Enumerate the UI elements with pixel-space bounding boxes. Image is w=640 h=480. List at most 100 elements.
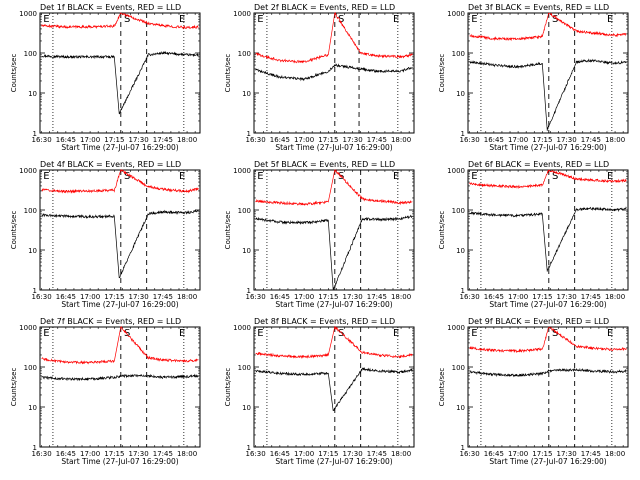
marker-label-e: E	[179, 328, 185, 339]
y-axis-label: Counts/sec	[224, 211, 232, 250]
plot-frame	[467, 169, 629, 291]
y-tick-label: 10	[242, 247, 251, 255]
marker-label-e: E	[179, 14, 185, 25]
marker-label-e: E	[257, 171, 263, 182]
x-tick-label: 17:30	[556, 450, 576, 458]
marker-label-e: E	[607, 328, 613, 339]
marker-label-e: E	[393, 171, 399, 182]
y-tick-label: 100	[24, 207, 37, 215]
y-tick-label: 100	[238, 364, 251, 372]
y-axis-label: Counts/sec	[10, 211, 18, 250]
y-tick-label: 1	[33, 287, 37, 295]
series-line-events	[255, 366, 413, 412]
x-axis: 16:30 16:45 17:00 17:15 17:30 17:45 18:00	[460, 327, 625, 458]
marker-label-e: E	[607, 171, 613, 182]
panel-title: Det 7f BLACK = Events, RED = LLD	[40, 317, 181, 326]
y-tick-label: 1	[247, 287, 251, 295]
y-tick-label: 1000	[19, 324, 37, 332]
x-tick-label: 18:00	[391, 450, 411, 458]
marker-label-e: E	[257, 328, 263, 339]
y-tick-label: 10	[28, 404, 37, 412]
x-tick-label: 17:30	[342, 450, 362, 458]
series-line-lld	[41, 326, 199, 365]
x-tick-label: 17:45	[153, 293, 173, 301]
x-axis: 16:30 16:45 17:00 17:15 17:30 17:45 18:00	[460, 170, 625, 301]
panel-title: Det 3f BLACK = Events, RED = LLD	[468, 3, 609, 12]
x-tick-label: 16:45	[56, 136, 76, 144]
x-tick-label: 16:45	[56, 450, 76, 458]
y-tick-label: 1000	[233, 167, 251, 175]
x-tick-label: 17:15	[104, 136, 124, 144]
x-axis-label: Start Time (27-Jul-07 16:29:00)	[275, 457, 392, 466]
y-tick-label: 1000	[447, 10, 465, 18]
y-tick-label: 10	[242, 404, 251, 412]
x-tick-label: 17:00	[80, 293, 100, 301]
series-line-events	[469, 206, 627, 272]
x-tick-label: 17:45	[581, 450, 601, 458]
x-tick-label: 17:00	[508, 293, 528, 301]
x-tick-label: 17:30	[128, 450, 148, 458]
y-tick-label: 1000	[233, 324, 251, 332]
x-tick-label: 17:00	[508, 450, 528, 458]
x-tick-label: 18:00	[605, 136, 625, 144]
x-tick-label: 16:45	[270, 136, 290, 144]
marker-label-s: S	[124, 328, 130, 339]
marker-label-s: S	[552, 14, 558, 25]
marker-label-e: E	[43, 14, 49, 25]
marker-label-e: E	[393, 328, 399, 339]
y-tick-label: 10	[242, 90, 251, 98]
x-tick-label: 17:15	[532, 450, 552, 458]
y-axis: 1 10 100 1000	[19, 167, 200, 295]
x-axis-label: Start Time (27-Jul-07 16:29:00)	[489, 457, 606, 466]
series-line-lld	[41, 169, 199, 194]
series-line-events	[41, 373, 199, 382]
x-tick-label: 18:00	[605, 293, 625, 301]
y-tick-label: 1000	[447, 167, 465, 175]
x-axis: 16:30 16:45 17:00 17:15 17:30 17:45 18:00	[32, 327, 197, 458]
x-axis: 16:30 16:45 17:00 17:15 17:30 17:45 18:00	[32, 170, 197, 301]
x-axis-label: Start Time (27-Jul-07 16:29:00)	[489, 300, 606, 309]
x-tick-label: 17:30	[128, 136, 148, 144]
x-tick-label: 18:00	[605, 450, 625, 458]
marker-label-e: E	[257, 14, 263, 25]
marker-label-e: E	[43, 171, 49, 182]
x-axis-label: Start Time (27-Jul-07 16:29:00)	[61, 143, 178, 152]
detector-panel-2: Det 2f BLACK = Events, RED = LLD 1 10 100 10…	[224, 3, 415, 152]
series-line-lld	[255, 326, 413, 359]
x-tick-label: 17:00	[80, 450, 100, 458]
series-line-lld	[469, 169, 627, 190]
marker-label-s: S	[124, 14, 130, 25]
series-line-events	[255, 63, 413, 82]
y-tick-label: 100	[452, 207, 465, 215]
x-axis: 16:30 16:45 17:00 17:15 17:30 17:45 18:00	[460, 13, 625, 144]
y-tick-label: 100	[452, 50, 465, 58]
y-axis-label: Counts/sec	[438, 211, 446, 250]
x-tick-label: 16:45	[484, 450, 504, 458]
x-axis: 16:30 16:45 17:00 17:15 17:30 17:45 18:00	[32, 13, 197, 144]
y-tick-label: 100	[452, 364, 465, 372]
y-axis: 1 10 100 1000	[19, 10, 200, 138]
x-tick-label: 17:45	[153, 450, 173, 458]
x-tick-label: 17:45	[581, 293, 601, 301]
x-tick-label: 16:45	[270, 293, 290, 301]
x-tick-label: 17:30	[342, 293, 362, 301]
x-tick-label: 18:00	[177, 136, 197, 144]
x-tick-label: 16:30	[246, 450, 266, 458]
x-tick-label: 17:00	[294, 293, 314, 301]
x-tick-label: 16:30	[32, 136, 52, 144]
y-axis-label: Counts/sec	[10, 54, 18, 93]
series-line-events	[469, 367, 627, 378]
y-tick-label: 1	[461, 130, 465, 138]
x-tick-label: 16:30	[246, 293, 266, 301]
y-axis-label: Counts/sec	[224, 368, 232, 407]
panel-grid: Det 1f BLACK = Events, RED = LLD 1 10 100 10…	[10, 3, 629, 466]
y-tick-label: 100	[238, 207, 251, 215]
x-tick-label: 16:30	[32, 450, 52, 458]
y-tick-label: 100	[238, 50, 251, 58]
x-tick-label: 17:00	[80, 136, 100, 144]
x-tick-label: 17:45	[367, 293, 387, 301]
y-tick-label: 100	[24, 50, 37, 58]
plot-frame	[39, 12, 201, 134]
x-tick-label: 16:30	[460, 136, 480, 144]
series-line-lld	[255, 169, 413, 206]
